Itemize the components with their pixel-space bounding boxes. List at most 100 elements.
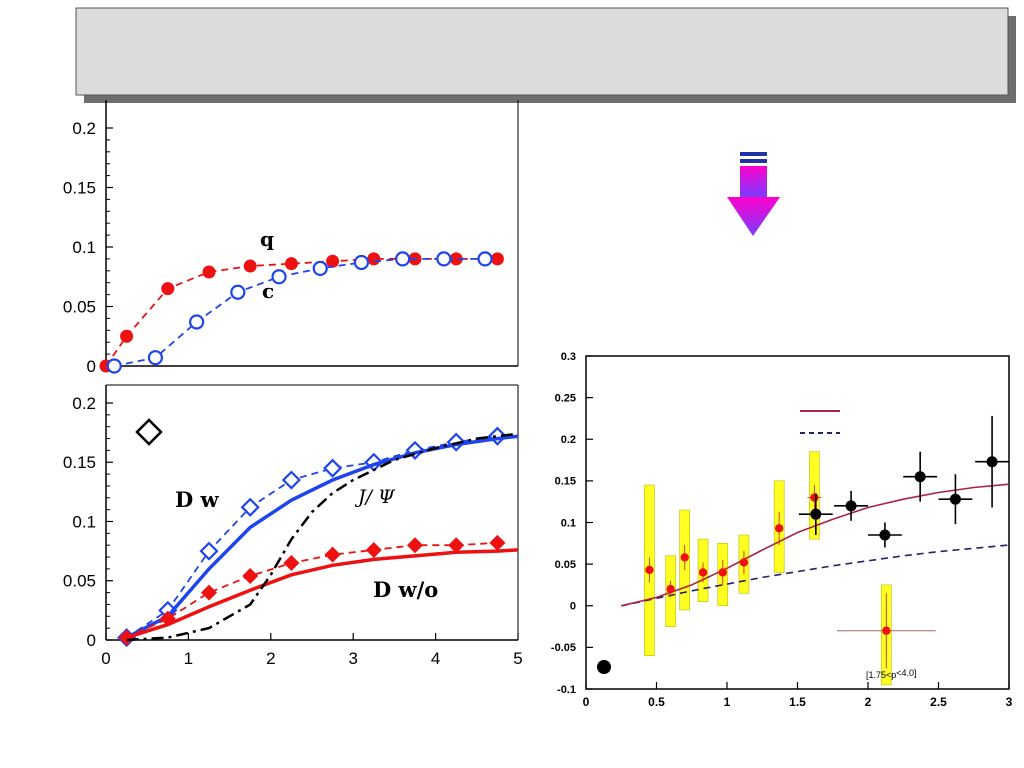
data-point	[118, 629, 135, 646]
data-point	[284, 257, 298, 271]
y-tick-label: 0	[87, 357, 96, 376]
series-group	[117, 426, 519, 648]
down-arrow-icon	[727, 152, 780, 236]
chart-quark-charm-v2: 0 0.05 0.1 0.15 0.2 q c	[63, 100, 519, 376]
annotation-q: q	[260, 227, 274, 251]
y-tick-label: 0.2	[561, 434, 576, 446]
title-banner	[75, 7, 1016, 103]
data-point	[161, 282, 175, 296]
y-tick-label: 0.15	[63, 178, 96, 197]
data-point	[436, 251, 452, 267]
data-point	[810, 508, 822, 520]
x-tick-label: 4	[431, 649, 440, 668]
data-point	[395, 251, 411, 267]
data-point	[680, 553, 689, 562]
data-point	[326, 254, 340, 268]
series-group	[99, 251, 504, 374]
y-tick-label: 0.3	[561, 351, 576, 363]
data-point	[882, 626, 891, 635]
x-ticks: 0 1 2 3 4 5	[101, 633, 523, 668]
series-line-1	[125, 434, 519, 640]
chart-frame	[105, 100, 519, 367]
y-ticks: 0 0.05 0.1 0.15 0.2	[63, 394, 113, 650]
annotation-d-w: D w	[175, 487, 220, 512]
x-tick-label: 2	[865, 695, 872, 709]
x-tick-label: 5	[513, 649, 522, 668]
data-point	[490, 252, 504, 266]
data-point	[106, 358, 122, 374]
series-line-0	[126, 435, 498, 639]
electron-legend	[135, 418, 163, 446]
annotation-c: c	[262, 279, 274, 303]
chart-d-meson-v2: 0 0.05 0.1 0.15 0.2 0 1 2 3 4 5 D w J/ Ψ D w/o	[63, 384, 523, 668]
y-tick-label: -0.05	[551, 642, 576, 654]
data-point	[810, 493, 819, 502]
y-ticks: -0.1 -0.05 0 0.05 0.1 0.15 0.2 0.25 0.3	[551, 351, 593, 696]
y-tick-label: 0.2	[72, 119, 96, 138]
data-point	[407, 537, 423, 554]
y-tick-label: 0.05	[63, 297, 96, 316]
x-tick-label: 0	[583, 695, 590, 709]
x-tick-label: 0.5	[648, 695, 665, 709]
y-tick-label: 0	[87, 631, 96, 650]
data-point	[645, 565, 654, 575]
y-tick-label: 0	[570, 601, 576, 613]
data-point	[242, 568, 259, 585]
data-point	[914, 471, 926, 483]
annotation-d-wo: D w/o	[373, 577, 438, 602]
data-point	[698, 568, 708, 577]
data-point	[202, 265, 216, 279]
series-line-1	[114, 257, 485, 367]
y-tick-label: 0.05	[555, 559, 576, 571]
star-marker-icon	[597, 660, 611, 674]
annotation-jpsi: J/ Ψ	[354, 486, 396, 508]
data-point	[281, 470, 301, 490]
y-tick-label: 0.1	[561, 517, 576, 529]
series-line-3	[126, 548, 519, 640]
y-tick-label: 0.05	[63, 572, 96, 591]
model-no-reinteraction	[621, 544, 1010, 607]
data-point	[986, 456, 998, 468]
data-point	[718, 568, 727, 577]
pt-range-label: [1.75<p<4.0]	[866, 668, 917, 680]
data-point	[449, 252, 463, 266]
x-tick-label: 1.5	[789, 695, 806, 709]
chart-frame	[105, 384, 519, 641]
data-point	[365, 541, 382, 558]
x-tick-label: 1	[184, 649, 193, 668]
data-point	[774, 524, 784, 533]
data-point	[283, 554, 300, 571]
y-tick-label: 0.15	[555, 476, 576, 488]
pt-range-part-1: [1.75<p	[866, 670, 896, 680]
y-tick-label: 0.25	[555, 392, 576, 404]
data-point	[312, 260, 328, 277]
data-point	[739, 558, 749, 567]
data-point	[666, 584, 675, 594]
data-point	[243, 259, 257, 273]
x-tick-label: 3	[348, 649, 357, 668]
data-point	[324, 546, 341, 563]
data-point	[230, 284, 246, 300]
x-tick-label: 0	[101, 649, 110, 668]
series-group	[621, 415, 1010, 686]
data-point	[845, 500, 857, 512]
y-tick-label: -0.1	[557, 684, 576, 696]
data-point	[448, 537, 465, 554]
data-point	[353, 254, 370, 271]
y-tick-label: 0.1	[72, 238, 96, 257]
series-line-2	[126, 541, 498, 639]
y-ticks: 0 0.05 0.1 0.15 0.2	[63, 119, 113, 376]
y-tick-label: 0.1	[72, 512, 96, 531]
x-ticks: 0 0.5 1 1.5 2 2.5 3	[583, 682, 1013, 709]
data-point	[199, 541, 219, 561]
y-tick-label: 0.15	[63, 453, 96, 472]
data-point	[489, 534, 506, 551]
data-point	[271, 269, 287, 285]
series-line-4	[126, 432, 519, 642]
data-point	[201, 584, 217, 601]
data-point	[367, 252, 381, 266]
data-point	[879, 529, 891, 541]
data-point	[949, 493, 961, 505]
x-tick-label: 2.5	[930, 695, 947, 709]
